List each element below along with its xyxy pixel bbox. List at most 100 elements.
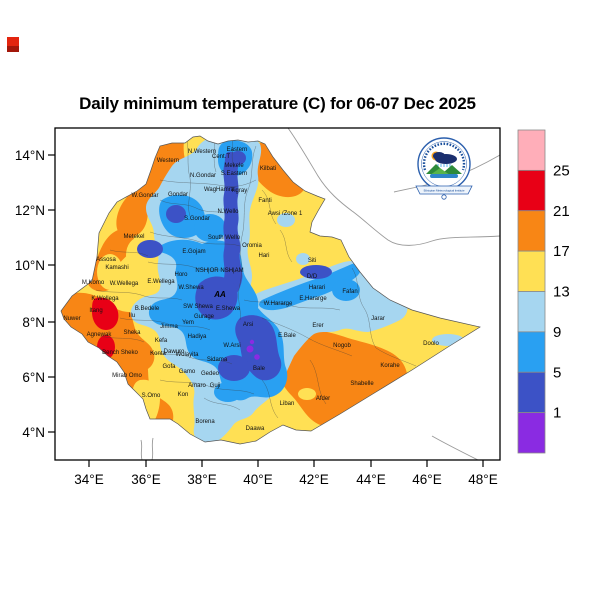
orange-northwest bbox=[116, 136, 191, 238]
x-tick-label: 42°E bbox=[299, 472, 328, 487]
x-tick-label: 34°E bbox=[74, 472, 103, 487]
legend-value-label: 21 bbox=[553, 203, 570, 220]
zone-label: Erer bbox=[312, 323, 323, 329]
zone-label: Eastern bbox=[227, 147, 248, 153]
zone-label: Ilu bbox=[129, 313, 135, 319]
zone-label: S.Omo bbox=[142, 393, 161, 399]
zone-label: Kamashi bbox=[105, 265, 128, 271]
zone-label: Wolayita bbox=[176, 352, 200, 358]
logo-banner-label: Ethiopian Meteorological Institute bbox=[424, 189, 465, 193]
zone-label: Gondar bbox=[168, 192, 188, 198]
zone-label: Mirab Omo bbox=[112, 373, 142, 379]
x-tick-label: 38°E bbox=[187, 472, 216, 487]
zone-label: W.Wellega bbox=[110, 281, 139, 287]
zone-label: Nogob bbox=[333, 343, 351, 349]
blue-fafan bbox=[332, 279, 360, 301]
logo-bottom-seal bbox=[441, 194, 447, 200]
zone-label: Itang bbox=[89, 308, 102, 314]
zone-label: Nuwer bbox=[63, 316, 80, 322]
zone-label: W.Shewa bbox=[178, 285, 204, 291]
border-lake-turkana-west bbox=[140, 439, 143, 460]
zone-label: Shabelle bbox=[350, 381, 374, 387]
y-tick-label: 10°N bbox=[15, 258, 45, 273]
zone-label: Borena bbox=[195, 419, 215, 425]
zone-label: D/D bbox=[307, 274, 318, 280]
darkblue-wello-spine bbox=[223, 151, 243, 300]
purple-bale-3 bbox=[249, 339, 255, 345]
zone-label: Kon bbox=[178, 392, 189, 398]
yellow-assosa bbox=[97, 254, 123, 290]
zone-label: Cent.T bbox=[212, 154, 230, 160]
zone-label: E.Bale bbox=[278, 333, 296, 339]
y-tick-label: 8°N bbox=[22, 315, 45, 330]
zone-label: Daawa bbox=[246, 426, 265, 432]
country-outline bbox=[60, 135, 481, 445]
zone-label: Gofa bbox=[162, 364, 176, 370]
lightblue-awsi-pocket1 bbox=[277, 213, 295, 227]
yellow-south-omo bbox=[132, 379, 160, 432]
zone-label: Metekel bbox=[123, 234, 144, 240]
darkblue-sidama bbox=[218, 355, 250, 381]
zone-label: NSH|AM bbox=[220, 268, 243, 274]
zone-label: M.Komo bbox=[82, 280, 105, 286]
legend-cell bbox=[517, 371, 546, 414]
zone-label: Horo bbox=[174, 272, 188, 278]
zone-label: W.Hararge bbox=[264, 301, 293, 307]
zone-label: Afder bbox=[316, 396, 330, 402]
red-marker bbox=[7, 37, 19, 52]
zone-label: Tigray bbox=[231, 188, 247, 194]
zone-label: Hari bbox=[258, 253, 269, 259]
zone-label: Gamo bbox=[179, 369, 196, 375]
zone-label: Oromia bbox=[242, 243, 262, 249]
zone-label: Agnewak bbox=[87, 332, 113, 338]
zone-label: Jimma bbox=[160, 324, 178, 330]
zone-label: Assosa bbox=[96, 257, 116, 263]
lightblue-doolo-pocket bbox=[449, 302, 469, 312]
legend-value-label: 5 bbox=[553, 364, 561, 381]
red-itang bbox=[92, 297, 119, 330]
zone-label: SW Shewa bbox=[183, 304, 213, 310]
zone-label: Sheka bbox=[123, 330, 141, 336]
darkblue-gojam bbox=[137, 240, 163, 258]
x-tick-label: 40°E bbox=[243, 472, 272, 487]
x-tick-label: 44°E bbox=[356, 472, 385, 487]
zone-label: Korahe bbox=[380, 363, 400, 369]
zone-label: W.Arsi bbox=[223, 343, 240, 349]
zone-label: Kilbati bbox=[260, 166, 276, 172]
zone-label: B.Bedele bbox=[135, 306, 160, 312]
temperature-field bbox=[60, 135, 481, 445]
zone-label: Kefa bbox=[155, 338, 168, 344]
zone-label: W.Gondar bbox=[131, 193, 158, 199]
zone-label: Bench Sheko bbox=[102, 350, 138, 356]
zone-label: Gurage bbox=[194, 314, 215, 320]
border-kenya-somalia bbox=[431, 435, 479, 460]
darkblue-simien bbox=[166, 205, 186, 223]
axis-layer: 34°E 36°E 38°E 40°E 42°E 44°E 46°E 48°E 14°N 12°N… bbox=[15, 148, 498, 487]
coastline-eritrea-gulf bbox=[287, 128, 500, 246]
zone-label: South Wello bbox=[208, 235, 241, 241]
border-lake-turkana-east bbox=[151, 437, 154, 460]
y-tick-label: 14°N bbox=[15, 148, 45, 163]
zone-boundaries bbox=[95, 136, 417, 419]
logo-hill-icon bbox=[430, 168, 450, 175]
zone-label: N.Wello bbox=[218, 209, 240, 215]
zone-label: K.Wellega bbox=[91, 296, 119, 302]
logo-water-icon bbox=[430, 174, 458, 178]
blue-hararge-band bbox=[259, 263, 361, 311]
darkblue-hararge-ridge bbox=[300, 265, 332, 279]
yellow-afder-hole bbox=[298, 388, 316, 400]
zone-label: Bale bbox=[253, 366, 266, 372]
darkblue-addis bbox=[195, 276, 238, 320]
lightblue-awsi-pocket2 bbox=[296, 253, 310, 265]
zone-label: Awsi /Zone 1 bbox=[268, 211, 303, 217]
x-tick-label: 46°E bbox=[412, 472, 441, 487]
legend-cell bbox=[517, 331, 546, 373]
purple-bale-1 bbox=[246, 345, 254, 353]
logo-arc-text-top bbox=[422, 142, 466, 171]
fill-orange-17-21 bbox=[61, 136, 408, 441]
zone-label: E.Hararge bbox=[299, 296, 327, 302]
zone-label: Harari bbox=[309, 285, 325, 291]
city-label-bold: AA bbox=[213, 290, 226, 299]
